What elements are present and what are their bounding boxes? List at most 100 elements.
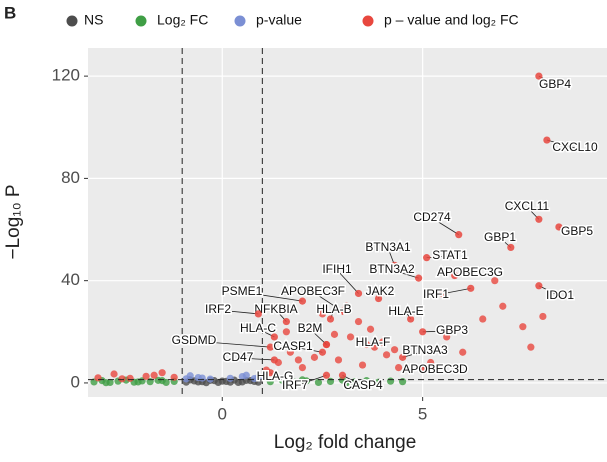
point xyxy=(386,377,395,385)
point xyxy=(150,371,158,379)
point xyxy=(266,369,274,377)
point xyxy=(226,374,234,382)
y-tick-label: 80 xyxy=(61,168,80,187)
leader-line xyxy=(193,340,271,348)
legend-marker xyxy=(234,15,246,27)
legend-marker xyxy=(362,15,374,27)
x-axis-label: Log₂ fold change xyxy=(274,432,417,453)
point xyxy=(399,353,407,361)
point xyxy=(390,346,399,354)
leader-line xyxy=(431,217,459,235)
point xyxy=(354,289,363,298)
point xyxy=(142,372,150,380)
annotation: STAT1 xyxy=(432,248,468,262)
point xyxy=(134,378,142,386)
leader-line xyxy=(435,287,471,296)
annotation: NFKBIA xyxy=(254,302,297,316)
point xyxy=(338,307,347,315)
leader-line xyxy=(422,330,453,333)
point xyxy=(298,297,307,305)
point xyxy=(318,348,327,356)
point xyxy=(535,72,543,80)
annotation: PSME1 xyxy=(222,284,263,298)
annotation: IRF2 xyxy=(205,302,231,316)
point xyxy=(555,223,563,231)
leader-line xyxy=(402,350,426,358)
point xyxy=(499,302,507,310)
annotation: GBP5 xyxy=(561,224,593,238)
point xyxy=(266,343,274,351)
leader-line xyxy=(546,139,576,149)
leader-line xyxy=(342,374,364,387)
y-axis-label: −Log₁₀ P xyxy=(3,184,24,259)
point xyxy=(346,333,355,341)
point xyxy=(539,312,547,321)
point xyxy=(419,363,427,372)
point xyxy=(419,328,427,336)
point xyxy=(334,356,343,364)
legend-marker xyxy=(135,15,147,27)
annotation: JAK2 xyxy=(366,284,395,298)
leader-line xyxy=(217,309,259,315)
point xyxy=(342,379,351,387)
point xyxy=(102,379,110,387)
annotation: B2M xyxy=(298,321,323,335)
point xyxy=(254,373,262,381)
point xyxy=(322,371,331,379)
point xyxy=(110,370,118,378)
annotation: HLA-E xyxy=(388,304,423,318)
point xyxy=(362,377,371,385)
point xyxy=(118,375,126,383)
annotation: GBP4 xyxy=(539,77,571,91)
point xyxy=(362,340,371,349)
point xyxy=(443,333,451,341)
point xyxy=(218,377,226,385)
point xyxy=(330,330,339,338)
annotation: IRF7 xyxy=(282,378,308,392)
panel-label: B xyxy=(4,3,16,22)
point xyxy=(455,231,463,239)
point xyxy=(294,356,303,364)
point xyxy=(278,376,286,384)
point xyxy=(535,215,543,223)
point xyxy=(374,378,383,386)
leader-line xyxy=(538,285,561,297)
point xyxy=(535,282,543,290)
point xyxy=(370,343,379,351)
point xyxy=(527,343,535,351)
point xyxy=(198,374,206,382)
point xyxy=(407,315,415,323)
annotation: CD47 xyxy=(223,350,254,364)
point xyxy=(318,310,327,318)
point xyxy=(314,378,323,387)
point xyxy=(270,333,278,341)
annotation: CXCL10 xyxy=(552,140,598,154)
point xyxy=(206,375,214,383)
annotation: CASP4 xyxy=(343,378,383,392)
point xyxy=(94,374,102,382)
annotation: CXCL11 xyxy=(505,199,550,213)
annotation: APOBEC3F xyxy=(281,284,345,298)
point xyxy=(479,315,487,323)
point xyxy=(415,274,423,282)
annotation: BTN3A3 xyxy=(402,343,448,357)
point xyxy=(491,277,499,285)
annotation: GBP1 xyxy=(484,230,516,244)
annotation: HLA-F xyxy=(356,335,391,349)
point xyxy=(170,373,178,381)
annotation: APOBEC3D xyxy=(402,362,468,376)
point xyxy=(423,254,431,262)
point xyxy=(326,377,335,386)
y-tick-label: 0 xyxy=(71,372,80,391)
leader-line xyxy=(237,357,275,361)
point xyxy=(390,261,399,269)
annotation: GSDMD xyxy=(172,333,217,347)
leader-line xyxy=(241,291,303,302)
point xyxy=(306,323,315,331)
annotation: IFIH1 xyxy=(322,262,352,276)
point xyxy=(374,294,383,303)
y-tick-label: 120 xyxy=(52,66,80,85)
point xyxy=(254,310,262,318)
point xyxy=(282,328,290,336)
